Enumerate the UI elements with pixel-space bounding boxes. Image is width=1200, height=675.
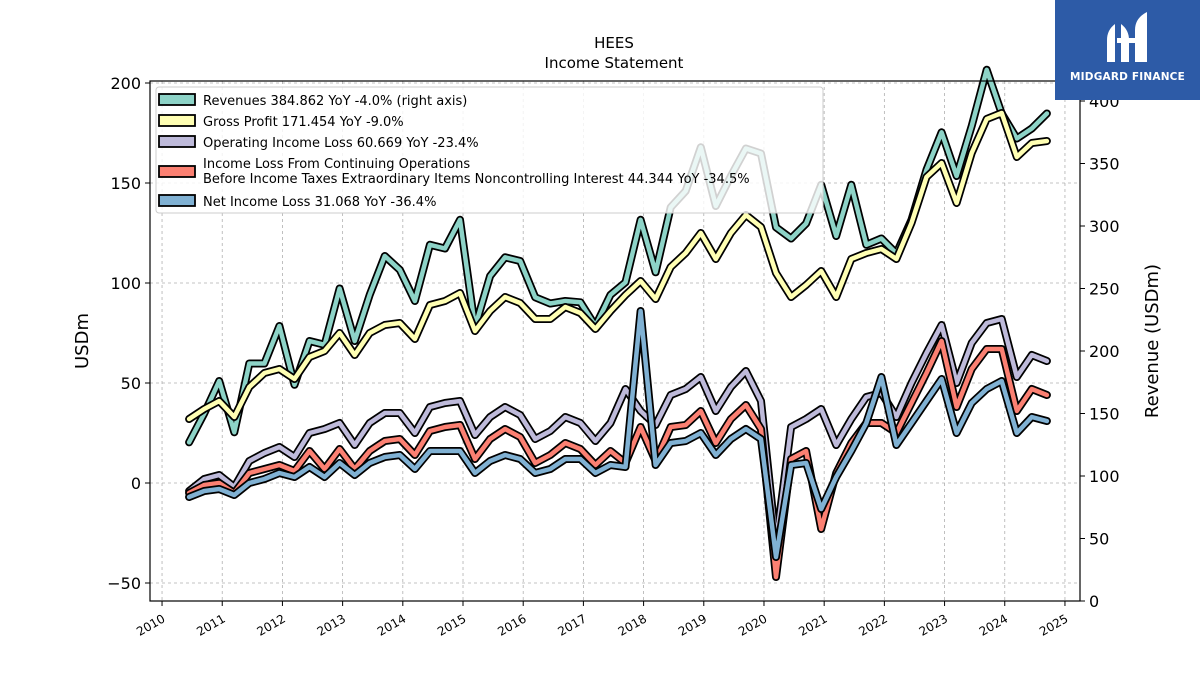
chart-subtitle: Income Statement [545, 54, 684, 72]
midgard-logo-icon [1107, 12, 1147, 62]
left-axis: −50 0 50 100 150 200 [107, 74, 150, 593]
y-right-tick-label: 0 [1089, 592, 1099, 611]
x-tick-label: 2022 [856, 611, 889, 638]
x-tick-label: 2013 [315, 611, 348, 638]
y-tick-label: 50 [121, 374, 141, 393]
x-tick-label: 2020 [736, 611, 769, 638]
x-tick-label: 2012 [254, 611, 287, 638]
series-line-operating_income [186, 316, 1050, 546]
series-lines [185, 65, 1051, 581]
x-tick-label: 2011 [194, 611, 227, 638]
y-tick-label: 200 [110, 74, 141, 93]
y-right-tick-label: 50 [1089, 530, 1109, 549]
legend-label-net_income: Net Income Loss 31.068 YoY -36.4% [203, 195, 436, 210]
legend-swatch-operating_income [158, 135, 196, 148]
x-tick-label: 2025 [1037, 611, 1070, 638]
legend-swatch-net_income [158, 194, 196, 207]
y-right-tick-label: 200 [1089, 342, 1120, 361]
legend-swatch-gross_profit [158, 114, 196, 127]
series-line-gross_profit [186, 110, 1050, 422]
series-line-pretax_income [186, 338, 1050, 580]
y-tick-label: 150 [110, 174, 141, 193]
legend-label-revenues: Revenues 384.862 YoY -4.0% (right axis) [203, 94, 467, 109]
midgard-finance-logo: MIDGARD FINANCE [1055, 0, 1200, 100]
x-tick-label: 2010 [134, 611, 167, 638]
x-tick-label: 2017 [555, 611, 588, 638]
legend-box [155, 86, 824, 214]
y-tick-label: 0 [131, 474, 141, 493]
y-right-tick-label: 350 [1089, 155, 1120, 174]
plot-frame [149, 80, 1081, 602]
legend-swatch-pretax_income [158, 165, 196, 178]
logo-text: MIDGARD FINANCE [1070, 71, 1185, 83]
y-right-tick-label: 150 [1089, 405, 1120, 424]
legend-label-line: Before Income Taxes Extraordinary Items … [203, 172, 750, 187]
y-axis-right-label: Revenue (USDm) [1142, 264, 1163, 418]
legend-label-operating_income: Operating Income Loss 60.669 YoY -23.4% [203, 136, 479, 151]
x-tick-label: 2015 [435, 611, 468, 638]
legend-label-pretax_income: Income Loss From Continuing Operations Be… [203, 157, 750, 187]
x-tick-label: 2019 [676, 611, 709, 638]
series-line-net_income [186, 308, 1050, 560]
x-axis: 2010 2011 2012 2013 2014 2015 2016 2017 2018 2019… [134, 601, 1070, 639]
y-tick-label: 100 [110, 274, 141, 293]
legend-label-line: Income Loss From Continuing Operations [203, 157, 470, 172]
y-right-tick-label: 100 [1089, 467, 1120, 486]
y-right-tick-label: 300 [1089, 217, 1120, 236]
y-right-tick-label: 250 [1089, 280, 1120, 299]
x-tick-label: 2014 [375, 611, 408, 638]
chart-title: HEES [594, 34, 634, 52]
x-tick-label: 2024 [977, 611, 1010, 638]
y-axis-label: USDm [72, 313, 93, 369]
legend: Revenues 384.862 YoY -4.0% (right axis) G… [155, 86, 824, 214]
x-tick-label: 2016 [495, 611, 528, 638]
y-tick-label: −50 [107, 574, 141, 593]
x-tick-label: 2023 [917, 611, 950, 638]
legend-swatch-revenues [158, 93, 196, 106]
legend-label-gross_profit: Gross Profit 171.454 YoY -9.0% [203, 115, 404, 130]
x-tick-label: 2021 [796, 611, 829, 638]
x-tick-label: 2018 [616, 611, 649, 638]
